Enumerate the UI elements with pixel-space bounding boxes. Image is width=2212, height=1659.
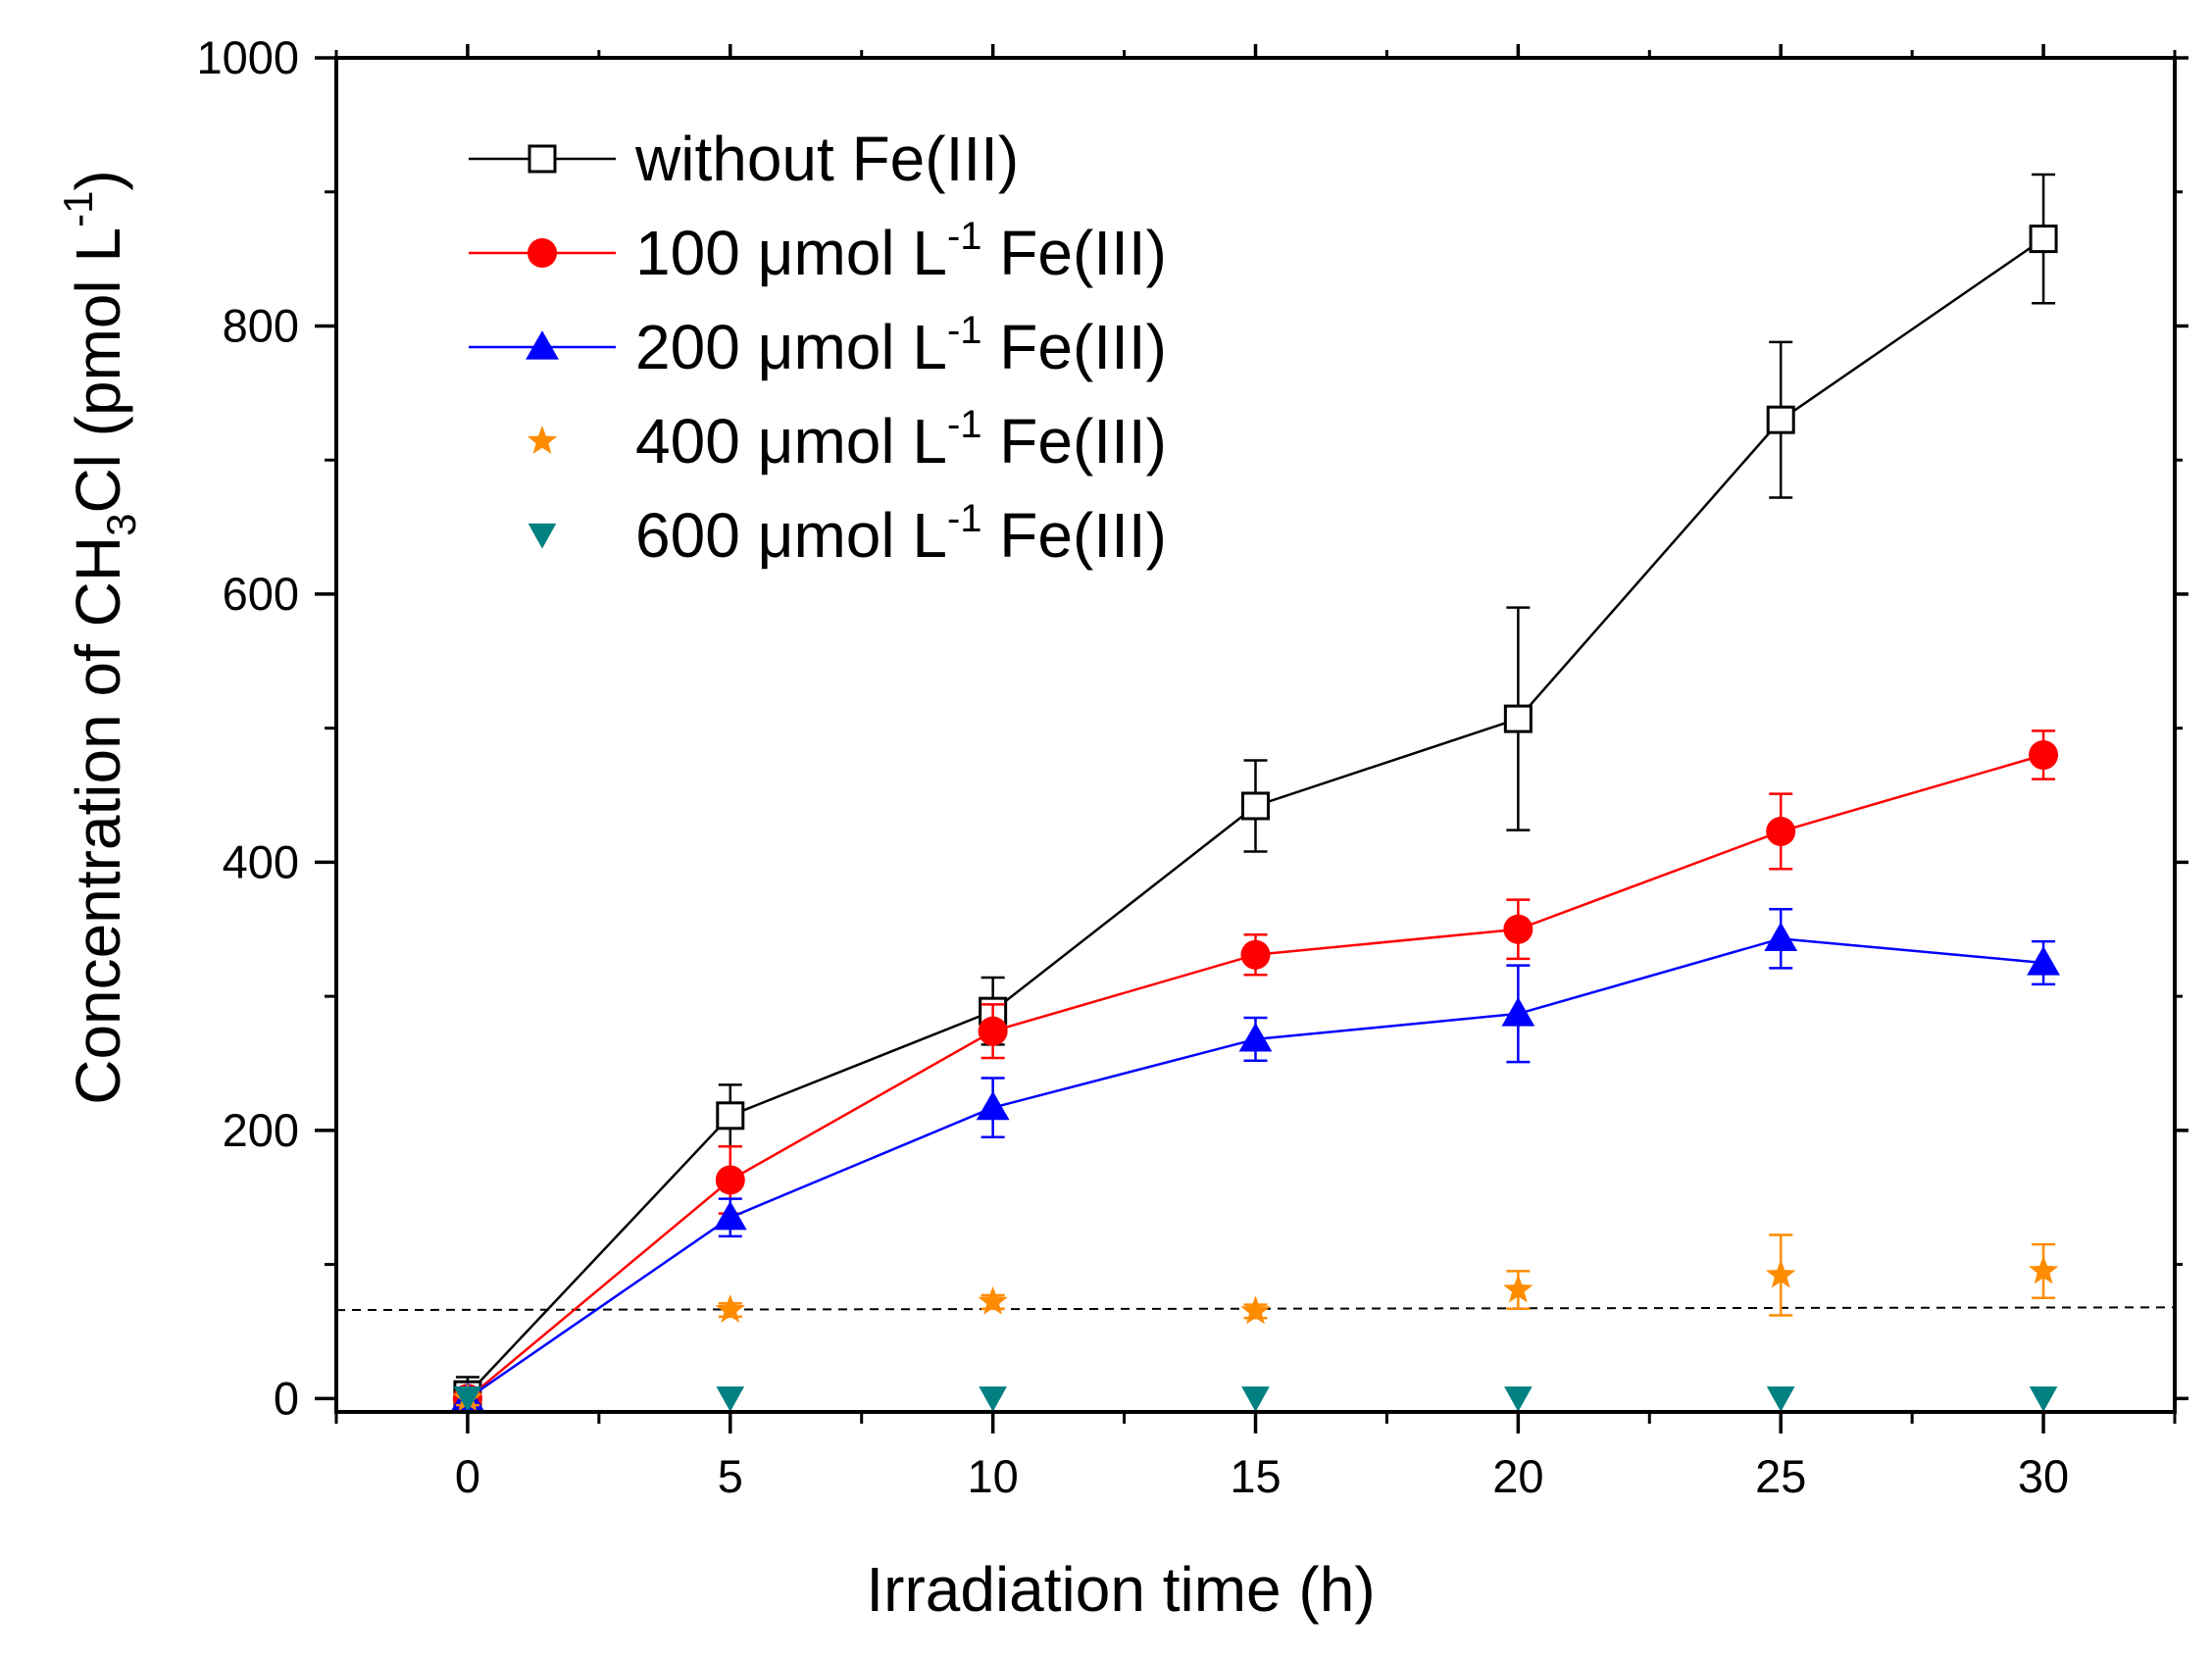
legend-label: 400 μmol L-1 Fe(III): [635, 403, 1167, 477]
data-point: [979, 1386, 1007, 1412]
y-tick-label: 0: [274, 1372, 299, 1424]
y-axis-title: Concentration of CH3Cl (pmol L-1): [55, 170, 144, 1105]
legend-label-main: 400 μmol L: [635, 406, 947, 477]
data-point: [1501, 997, 1535, 1027]
data-point: [1241, 1386, 1270, 1412]
legend-label-suffix: Fe(III): [982, 500, 1167, 571]
legend-label-superscript: -1: [947, 497, 982, 540]
data-point: [715, 1165, 745, 1195]
series-2: [451, 908, 2060, 1412]
legend-marker: [528, 238, 557, 268]
data-point: [976, 1090, 1010, 1121]
legend-marker: [527, 426, 558, 454]
data-point: [1241, 791, 1270, 821]
legend-label-superscript: -1: [947, 309, 982, 352]
legend-label-suffix: Fe(III): [982, 218, 1167, 288]
data-point: [1503, 704, 1533, 733]
x-tick-label: 0: [455, 1450, 480, 1502]
legend-item-1: 100 μmol L-1 Fe(III): [469, 215, 1167, 288]
data-point: [1240, 1295, 1271, 1325]
data-point: [2029, 225, 2058, 254]
legend-marker: [526, 330, 559, 360]
series-1: [452, 729, 2059, 1414]
data-point: [1764, 922, 1798, 952]
x-axis-title: Irradiation time (h): [866, 1554, 1375, 1625]
series-4: [453, 1386, 2058, 1412]
legend-label: 600 μmol L-1 Fe(III): [635, 497, 1167, 571]
y-tick-label: 1000: [196, 31, 299, 83]
x-tick-label: 30: [2018, 1450, 2069, 1502]
reference-line-layer: [335, 1306, 2176, 1312]
legend-marker: [528, 523, 557, 549]
legend-item-2: 200 μmol L-1 Fe(III): [469, 309, 1167, 382]
y-tick-label: 400: [223, 835, 299, 887]
axes-layer: [315, 44, 2188, 1433]
data-point: [2027, 946, 2060, 976]
data-point: [713, 1200, 747, 1231]
data-point: [2028, 1255, 2059, 1284]
legend: without Fe(III)100 μmol L-1 Fe(III)200 μ…: [469, 124, 1167, 571]
series-3: [452, 1233, 2059, 1412]
data-point: [1503, 1274, 1533, 1303]
legend-label-superscript: -1: [947, 403, 982, 446]
data-point: [1766, 816, 1796, 846]
data-point: [716, 1386, 745, 1412]
legend-label-main: 600 μmol L: [635, 500, 947, 571]
plot-frame: [334, 56, 2177, 1414]
y-tick-label: 800: [223, 299, 299, 351]
y-axis-title-middle: Cl (pmol L: [63, 227, 133, 514]
data-point: [1766, 1259, 1796, 1288]
data-point: [1766, 405, 1795, 434]
y-axis-title-superscript: -1: [55, 191, 101, 227]
series-layer: [451, 173, 2060, 1414]
tick-labels-layer: 0 200 400 600 800 1000 0 5 10 15 20 25 30: [196, 31, 2069, 1502]
data-point: [2029, 1386, 2058, 1412]
reference-dashed-line: [335, 1306, 2176, 1312]
data-point: [978, 1016, 1008, 1046]
data-point: [1504, 1386, 1533, 1412]
x-tick-label: 20: [1492, 1450, 1543, 1502]
x-tick-label: 5: [718, 1450, 743, 1502]
data-point: [715, 1294, 745, 1323]
legend-label-main: 100 μmol L: [635, 218, 947, 288]
data-point: [1766, 1386, 1795, 1412]
y-tick-label: 600: [223, 568, 299, 620]
x-tick-label: 15: [1230, 1450, 1281, 1502]
legend-label: without Fe(III): [634, 124, 1019, 194]
legend-label-suffix: Fe(III): [982, 312, 1167, 382]
series-line: [467, 937, 2044, 1400]
legend-item-3: 400 μmol L-1 Fe(III): [527, 403, 1167, 477]
legend-label-suffix: Fe(III): [982, 406, 1167, 477]
x-tick-label: 10: [968, 1450, 1019, 1502]
y-axis-title-suffix: ): [63, 170, 133, 190]
y-tick-label: 200: [223, 1104, 299, 1156]
legend-label-superscript: -1: [947, 215, 982, 258]
data-point: [453, 1386, 482, 1412]
legend-marker: [528, 144, 557, 174]
data-point: [1503, 914, 1533, 944]
data-point: [1238, 1022, 1273, 1052]
legend-item-0: without Fe(III): [469, 124, 1019, 194]
data-point: [978, 1285, 1008, 1315]
data-point: [1240, 939, 1271, 970]
x-tick-label: 25: [1755, 1450, 1806, 1502]
y-axis-title-subscript: 3: [98, 514, 144, 536]
data-point: [2029, 740, 2059, 771]
legend-item-4: 600 μmol L-1 Fe(III): [528, 497, 1167, 571]
legend-label-main: 200 μmol L: [635, 312, 947, 382]
legend-label: 200 μmol L-1 Fe(III): [635, 309, 1167, 382]
legend-label: 100 μmol L-1 Fe(III): [635, 215, 1167, 288]
y-axis-title-prefix: Concentration of CH: [63, 536, 133, 1105]
data-point: [716, 1101, 745, 1131]
